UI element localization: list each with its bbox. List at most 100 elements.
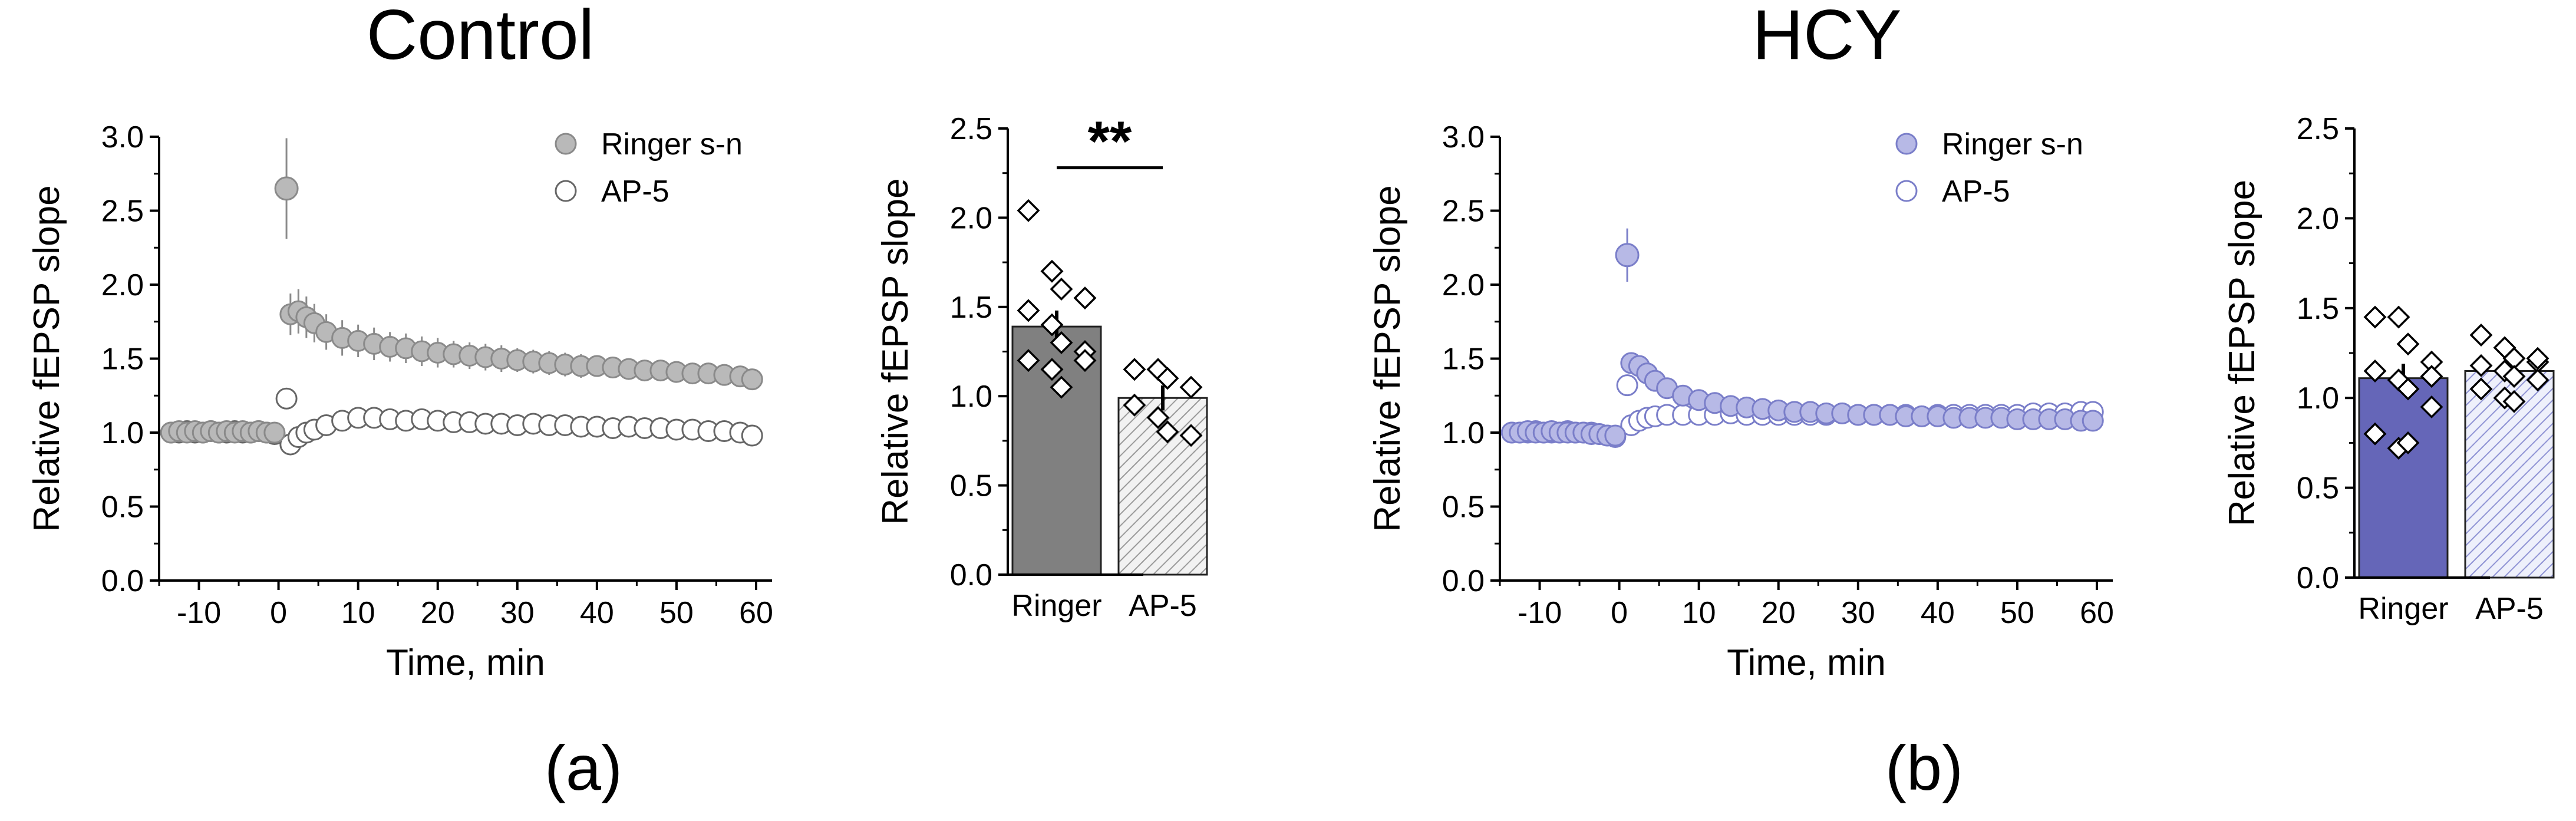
individual-point: [1179, 424, 1203, 447]
legend-marker-ap5: [555, 180, 577, 202]
data-point-ringer: [741, 368, 763, 391]
legend-label-ringer: Ringer s-n: [1942, 127, 2083, 161]
y-tick-label: 2.5: [101, 194, 144, 229]
x-tick-label: 50: [659, 596, 694, 630]
y-tick-label: 0.0: [1442, 564, 1485, 598]
y-tick-label: 1.0: [950, 380, 992, 414]
individual-point: [1017, 299, 1040, 322]
panel-letter-b: (b): [1885, 732, 1963, 803]
y-tick-label: 0.0: [101, 564, 144, 598]
data-point-ap5: [1616, 374, 1638, 397]
hcy-timecourse-ylabel: Relative fEPSP slope: [1367, 185, 1408, 532]
control-bar-ylabel: Relative fEPSP slope: [875, 178, 916, 525]
y-tick-label: 2.0: [2297, 202, 2339, 236]
y-tick-label: 1.5: [1442, 342, 1485, 377]
individual-point: [1040, 313, 1064, 337]
legend-label-ap5: AP-5: [601, 174, 669, 209]
control-bar-category-ap5: AP-5: [1129, 589, 1197, 623]
individual-point: [2396, 377, 2420, 401]
control-timecourse-ylabel: Relative fEPSP slope: [27, 185, 67, 532]
y-tick-label: 1.5: [950, 291, 992, 325]
y-tick-label: 1.0: [1442, 416, 1485, 450]
individual-point: [2469, 377, 2493, 401]
data-point-ringer: [2082, 410, 2104, 432]
data-point-ap5: [741, 424, 763, 447]
x-tick-label: -10: [1518, 596, 1562, 630]
y-tick-label: 3.0: [101, 120, 144, 154]
hcy-timecourse-legend: Ringer s-n AP-5: [1895, 127, 2083, 209]
individual-point: [1017, 349, 1040, 372]
control-timecourse-xlabel: Time, min: [386, 642, 545, 683]
hcy-bar-marks: [2358, 305, 2555, 579]
individual-point: [1050, 331, 1073, 354]
hcy-timecourse-marks: [1500, 228, 2104, 449]
x-tick-label: 0: [270, 596, 287, 630]
x-tick-label: 40: [580, 596, 614, 630]
bar-ap5: [1117, 397, 1208, 576]
y-tick-label: 0.5: [2297, 472, 2339, 506]
y-tick-label: 2.5: [950, 112, 992, 146]
hcy-timecourse-axes: 0.0 0.5 1.0 1.5 2.0 2.5 3.0 -10 0 10 20 30 40 50 60: [1442, 120, 2114, 630]
x-tick-label: 10: [1682, 596, 1716, 630]
individual-point: [2469, 324, 2493, 347]
x-tick-label: 0: [1611, 596, 1628, 630]
individual-point: [2363, 360, 2387, 383]
legend-label-ringer: Ringer s-n: [601, 127, 743, 161]
hcy-bar-axes: 0.0 0.5 1.0 1.5 2.0 2.5: [2297, 112, 2490, 595]
individual-point: [1017, 199, 1040, 222]
hcy-timecourse-chart: 0.0 0.5 1.0 1.5 2.0 2.5 3.0 -10 0 10 20 30 40 50 60 Ti…: [1367, 120, 2114, 683]
control-timecourse-chart: 0.0 0.5 1.0 1.5 2.0 2.5 3.0 -10 0 10 20 30 40 50 60 Ti…: [27, 120, 773, 683]
individual-point: [2387, 305, 2410, 329]
legend-marker-ringer: [1895, 133, 1918, 155]
individual-point: [2396, 332, 2420, 356]
control-timecourse-marks: [160, 138, 763, 456]
data-point-ringer: [1615, 243, 1640, 268]
individual-point: [1073, 286, 1097, 310]
y-tick-label: 2.0: [1442, 268, 1485, 302]
individual-point: [1146, 406, 1170, 430]
data-point-ringer: [263, 421, 286, 444]
hcy-bar-chart: 0.00.51.01.52.02.5 Relative fEPSP slope …: [2222, 112, 2555, 626]
control-timecourse-legend: Ringer s-n AP-5: [555, 127, 743, 209]
y-tick-label: 0.5: [950, 469, 992, 503]
x-tick-label: 30: [500, 596, 535, 630]
individual-point: [2526, 347, 2549, 370]
y-tick-label: 3.0: [1442, 120, 1485, 154]
x-tick-label: 60: [2080, 596, 2114, 630]
individual-point: [2469, 354, 2493, 377]
data-point-ap5: [275, 387, 298, 410]
x-tick-label: 10: [341, 596, 375, 630]
individual-point: [2526, 368, 2549, 392]
data-point-ringer: [274, 176, 299, 201]
y-tick-label: 2.5: [2297, 112, 2339, 146]
individual-point: [2363, 305, 2387, 329]
x-tick-label: 50: [2000, 596, 2034, 630]
significance-label: **: [1088, 110, 1132, 173]
individual-point: [1123, 393, 1146, 417]
x-tick-label: 40: [1921, 596, 1955, 630]
y-tick-label: 0.5: [1442, 490, 1485, 525]
y-tick-label: 0.0: [2297, 561, 2339, 595]
individual-point: [1156, 420, 1179, 444]
individual-point: [2396, 431, 2420, 454]
control-bar-axes: 0.0 0.5 1.0 1.5 2.0 2.5: [950, 112, 1143, 592]
individual-point: [1050, 278, 1073, 301]
y-tick-label: 2.5: [1442, 194, 1485, 229]
hcy-bar-category-ap5: AP-5: [2475, 592, 2544, 626]
panel-title-hcy: HCY: [1752, 0, 1901, 74]
control-bar-category-ringer: Ringer: [1011, 589, 1101, 623]
individual-point: [1073, 349, 1097, 372]
individual-point: [1040, 358, 1064, 381]
data-point-ringer: [1604, 424, 1627, 447]
individual-point: [1040, 259, 1064, 283]
y-tick-label: 1.5: [101, 342, 144, 377]
hcy-bar-ylabel: Relative fEPSP slope: [2222, 180, 2262, 526]
x-tick-label: 30: [1841, 596, 1875, 630]
legend-label-ap5: AP-5: [1942, 174, 2010, 209]
hcy-bar-category-ringer: Ringer: [2358, 592, 2448, 626]
y-tick-label: 1.0: [2297, 381, 2339, 416]
control-bar-chart: 0.00.51.01.52.02.5 Relative fEPSP slope …: [875, 110, 1208, 623]
individual-point: [1050, 375, 1073, 399]
y-tick-label: 1.0: [101, 416, 144, 450]
y-tick-label: 1.5: [2297, 292, 2339, 326]
